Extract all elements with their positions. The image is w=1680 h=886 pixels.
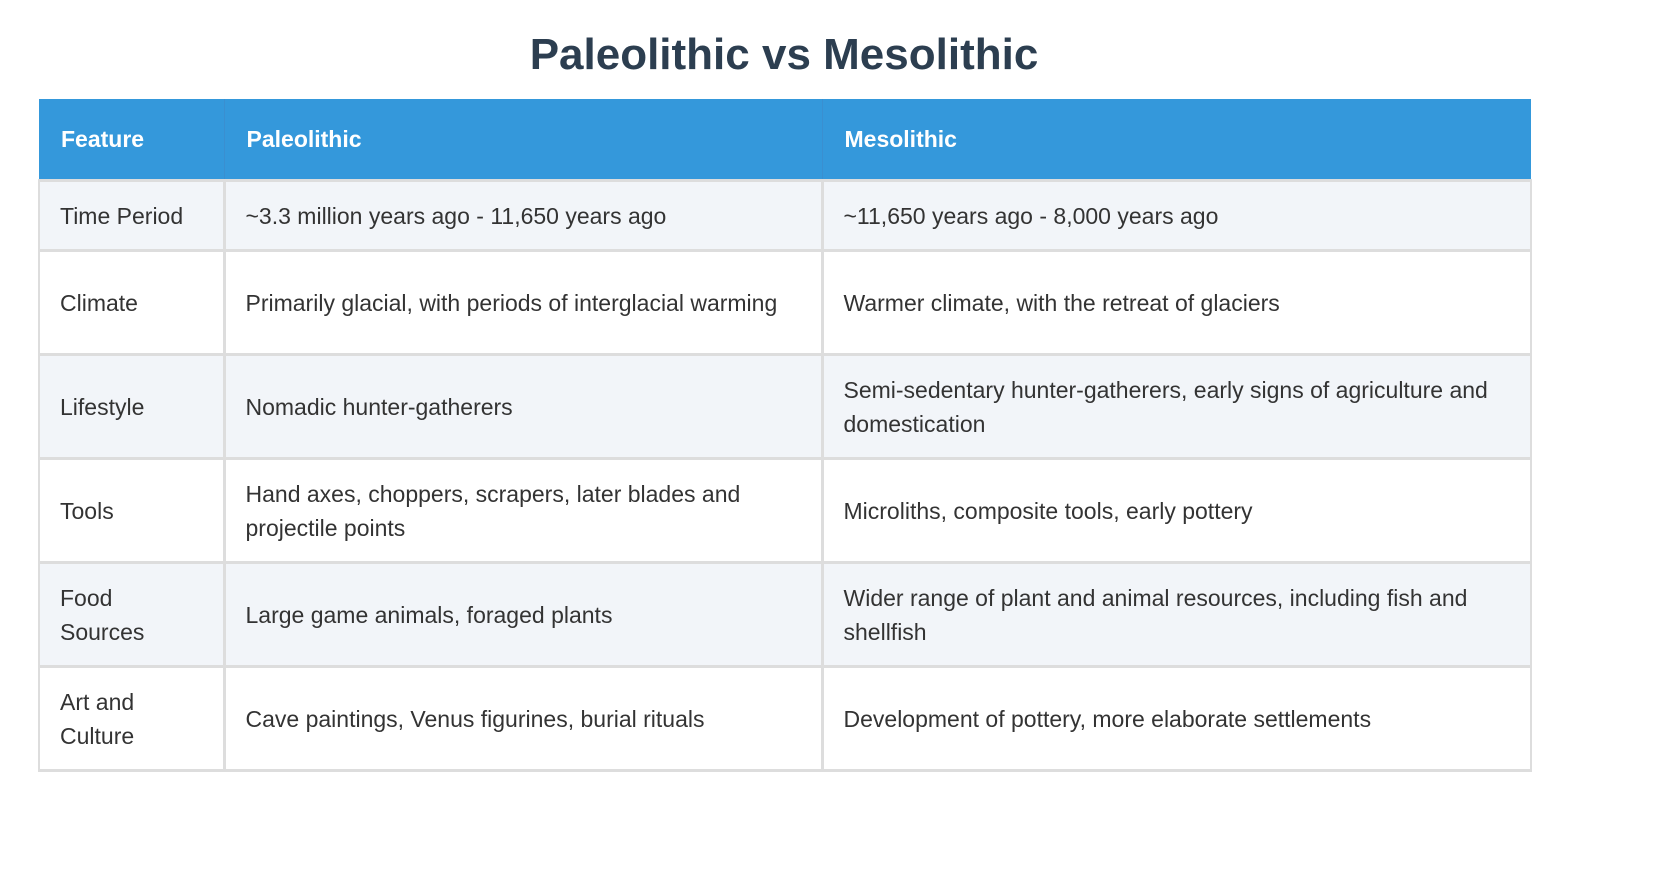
table-header-row: Feature Paleolithic Mesolithic (39, 99, 1531, 181)
mesolithic-cell: Microliths, composite tools, early potte… (820, 457, 1532, 564)
paleolithic-cell: Hand axes, choppers, scrapers, later bla… (222, 457, 824, 564)
comparison-table: Feature Paleolithic Mesolithic Time Peri… (38, 99, 1532, 772)
paleolithic-cell: ~3.3 million years ago - 11,650 years ag… (222, 179, 824, 252)
column-header-paleolithic: Paleolithic (224, 99, 823, 181)
mesolithic-cell: Development of pottery, more elaborate s… (820, 665, 1532, 772)
feature-cell: Lifestyle (38, 353, 226, 460)
table-row: Climate Primarily glacial, with periods … (38, 249, 1532, 356)
paleolithic-cell: Primarily glacial, with periods of inter… (222, 249, 824, 356)
feature-cell: Tools (38, 457, 226, 564)
table-row: Food Sources Large game animals, foraged… (38, 561, 1532, 668)
paleolithic-cell: Cave paintings, Venus figurines, burial … (222, 665, 824, 772)
mesolithic-cell: ~11,650 years ago - 8,000 years ago (820, 179, 1532, 252)
feature-cell: Time Period (38, 179, 226, 252)
table-row: Tools Hand axes, choppers, scrapers, lat… (38, 457, 1532, 564)
table-row: Lifestyle Nomadic hunter-gatherers Semi-… (38, 353, 1532, 460)
paleolithic-cell: Large game animals, foraged plants (222, 561, 824, 668)
column-header-feature: Feature (39, 99, 225, 181)
feature-cell: Art and Culture (38, 665, 226, 772)
feature-cell: Climate (38, 249, 226, 356)
mesolithic-cell: Wider range of plant and animal resource… (820, 561, 1532, 668)
column-header-mesolithic: Mesolithic (822, 99, 1531, 181)
table-row: Time Period ~3.3 million years ago - 11,… (38, 179, 1532, 252)
mesolithic-cell: Warmer climate, with the retreat of glac… (820, 249, 1532, 356)
feature-cell: Food Sources (38, 561, 226, 668)
paleolithic-cell: Nomadic hunter-gatherers (222, 353, 824, 460)
mesolithic-cell: Semi-sedentary hunter-gatherers, early s… (820, 353, 1532, 460)
page-title: Paleolithic vs Mesolithic (529, 30, 1039, 79)
table-row: Art and Culture Cave paintings, Venus fi… (38, 665, 1532, 772)
